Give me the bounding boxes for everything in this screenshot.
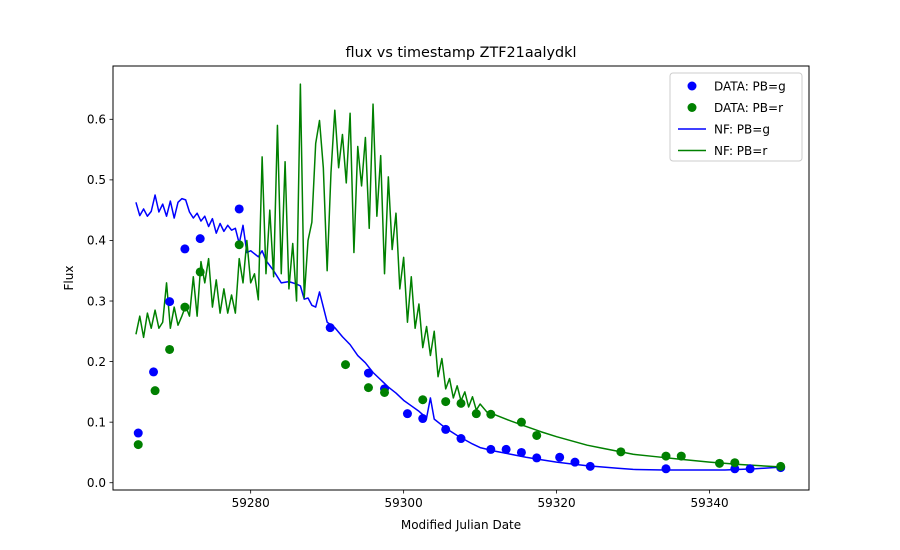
data-point: [776, 461, 786, 471]
x-tick-label: 59280: [232, 496, 270, 510]
data-point: [486, 409, 496, 419]
data-point: [661, 464, 671, 474]
data-point: [341, 360, 351, 370]
legend-swatch-data-pb-g: [687, 81, 697, 91]
legend-swatch-data-pb-r: [687, 103, 697, 112]
points-layer: [133, 204, 786, 474]
legend-label-data-pb-r: DATA: PB=r: [714, 101, 783, 115]
y-tick-label: 0.0: [87, 476, 106, 490]
data-point: [133, 440, 143, 450]
legend-label-nf-pb-r: NF: PB=r: [714, 144, 767, 158]
data-point: [441, 397, 451, 407]
data-point: [616, 447, 626, 457]
x-tick-label: 59300: [385, 496, 423, 510]
data-point: [441, 424, 451, 434]
y-tick-label: 0.5: [87, 173, 106, 187]
y-tick-label: 0.3: [87, 294, 106, 308]
data-point: [180, 244, 190, 254]
data-point: [418, 414, 428, 424]
data-point: [570, 457, 580, 467]
data-point: [234, 240, 244, 250]
data-point: [456, 398, 466, 408]
x-axis-label: Modified Julian Date: [401, 518, 521, 532]
data-point: [715, 458, 725, 468]
data-point: [133, 428, 143, 438]
data-point: [195, 267, 205, 277]
series-points-data-pb-r: [133, 240, 786, 471]
x-tick-label: 59320: [538, 496, 576, 510]
data-point: [165, 297, 175, 307]
data-point: [501, 444, 511, 454]
data-point: [325, 323, 335, 333]
data-point: [195, 234, 205, 244]
plot-frame: [112, 65, 810, 491]
chart-title: flux vs timestamp ZTF21aalydkl: [346, 45, 577, 61]
data-point: [730, 458, 740, 468]
data-point: [516, 417, 526, 427]
data-point: [456, 434, 466, 444]
data-point: [585, 461, 595, 471]
y-tick-label: 0.2: [87, 355, 106, 369]
y-tick-label: 0.1: [87, 415, 106, 429]
y-tick-label: 0.6: [87, 113, 106, 127]
data-point: [471, 409, 481, 419]
lines-layer: [135, 83, 783, 471]
series-line-nf-pb-r: [135, 83, 783, 468]
series-line-nf-pb-g: [135, 194, 783, 471]
data-point: [165, 344, 175, 354]
data-point: [516, 447, 526, 457]
data-point: [532, 430, 542, 440]
data-point: [486, 444, 496, 454]
data-point: [532, 453, 542, 463]
data-point: [745, 464, 755, 474]
legend-box: [669, 72, 803, 162]
y-tick-label: 0.4: [87, 234, 106, 248]
data-point: [676, 451, 686, 461]
data-point: [180, 302, 190, 312]
data-point: [555, 452, 565, 462]
data-point: [418, 395, 428, 405]
data-point: [150, 386, 160, 396]
y-axis: 0.0 0.1 0.2 0.3 0.4 0.5 0.6: [87, 113, 113, 490]
data-point: [363, 368, 373, 378]
legend: DATA: PB=g DATA: PB=r NF: PB=g NF: PB=r: [669, 72, 803, 162]
data-point: [661, 451, 671, 461]
data-point: [363, 383, 373, 393]
y-axis-label: Flux: [62, 266, 76, 291]
x-tick-label: 59340: [690, 496, 728, 510]
data-point: [402, 409, 412, 419]
data-point: [234, 204, 244, 214]
x-axis: 59280 59300 59320 59340: [232, 490, 729, 510]
legend-label-data-pb-g: DATA: PB=g: [714, 79, 786, 93]
legend-entries: DATA: PB=g DATA: PB=r NF: PB=g NF: PB=r: [678, 79, 786, 158]
data-point: [380, 387, 390, 397]
data-point: [149, 367, 159, 377]
legend-label-nf-pb-g: NF: PB=g: [714, 122, 770, 136]
